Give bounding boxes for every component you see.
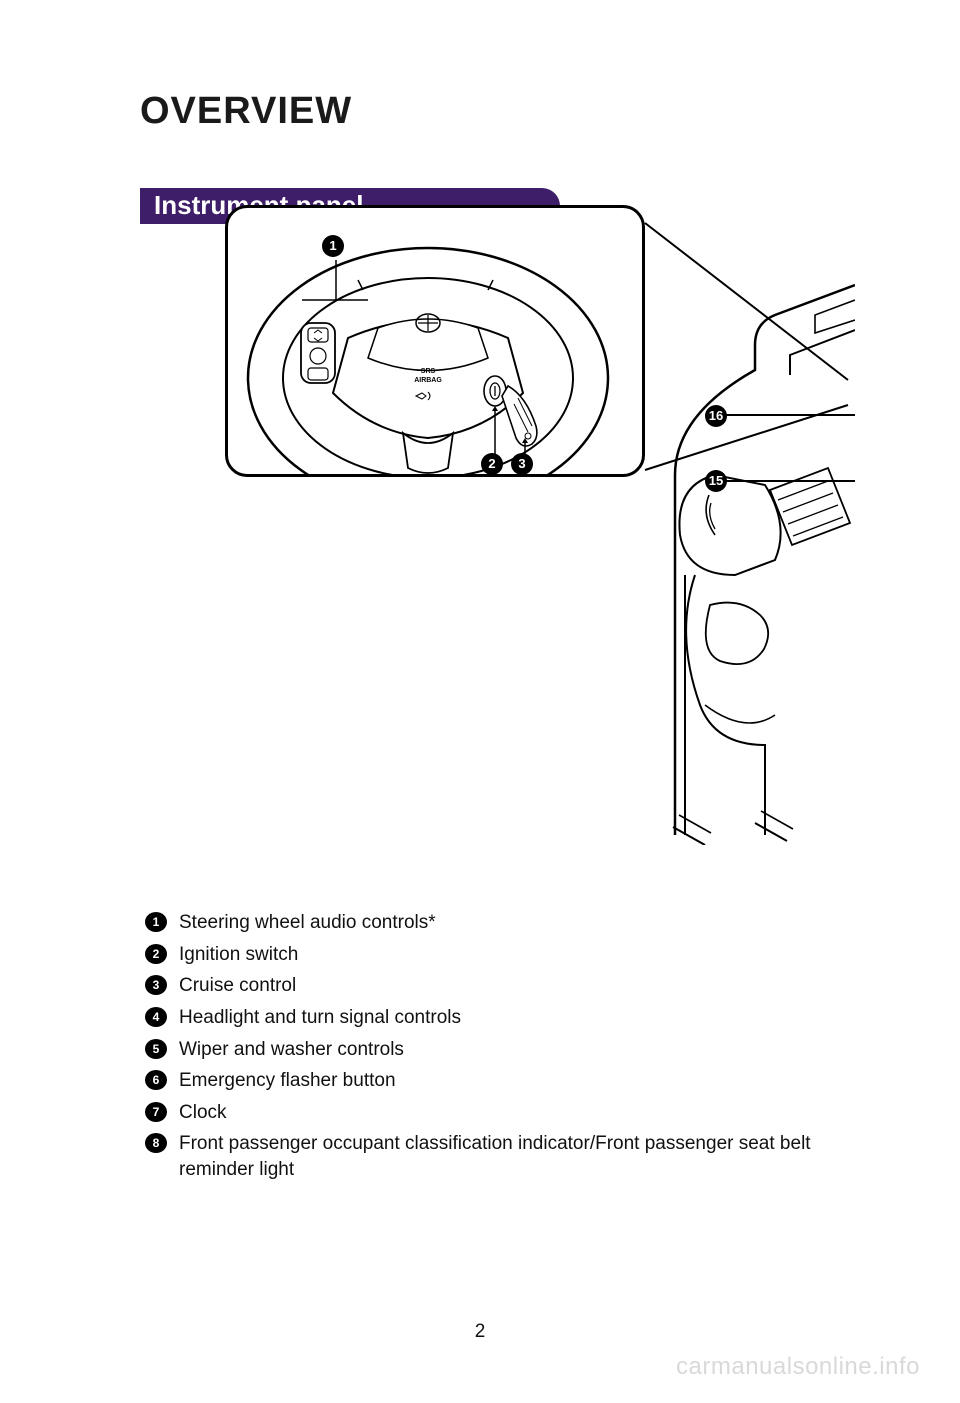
page-root: OVERVIEW Instrument panel [0,0,960,1403]
switch-bank [770,468,850,545]
audio-controls-cluster [301,323,335,383]
legend-bubble: 1 [145,912,167,932]
ignition-switch [484,376,506,406]
callout-bubble-1: 1 [322,235,344,257]
cruise-control-stalk [502,386,537,446]
steering-wheel-inset: SRS AIRBAG [225,205,645,477]
callout-bubble-2: 2 [481,453,503,475]
callout-bubble-3: 3 [511,453,533,475]
callout-bubble-16: 16 [705,405,727,427]
legend-text: Front passenger occupant classification … [179,1131,825,1182]
legend-text: Wiper and washer controls [179,1037,825,1063]
legend-item: 3 Cruise control [145,973,825,999]
steering-wheel-illustration: SRS AIRBAG [228,208,645,477]
legend-item: 6 Emergency flasher button [145,1068,825,1094]
airbag-label: AIRBAG [414,377,442,384]
legend-bubble: 2 [145,944,167,964]
legend-item: 8 Front passenger occupant classificatio… [145,1131,825,1182]
legend-item: 7 Clock [145,1100,825,1126]
watermark-text: carmanualsonline.info [676,1353,920,1381]
legend-bubble: 3 [145,975,167,995]
instrument-panel-figure: SRS AIRBAG [225,205,855,845]
legend-bubble: 7 [145,1102,167,1122]
page-title: OVERVIEW [140,90,960,133]
legend-text: Steering wheel audio controls* [179,910,825,936]
page-number: 2 [475,1321,486,1343]
legend-item: 2 Ignition switch [145,942,825,968]
legend-text: Cruise control [179,973,825,999]
legend-bubble: 5 [145,1039,167,1059]
legend-list: 1 Steering wheel audio controls* 2 Ignit… [145,910,825,1189]
legend-text: Clock [179,1100,825,1126]
legend-bubble: 4 [145,1007,167,1027]
legend-text: Emergency flasher button [179,1068,825,1094]
legend-text: Headlight and turn signal controls [179,1005,825,1031]
legend-item: 4 Headlight and turn signal controls [145,1005,825,1031]
callout-bubble-15: 15 [705,470,727,492]
dashboard-illustration [615,275,855,845]
srs-label: SRS [421,368,436,375]
legend-bubble: 8 [145,1133,167,1153]
legend-item: 5 Wiper and washer controls [145,1037,825,1063]
legend-bubble: 6 [145,1070,167,1090]
legend-item: 1 Steering wheel audio controls* [145,910,825,936]
legend-text: Ignition switch [179,942,825,968]
